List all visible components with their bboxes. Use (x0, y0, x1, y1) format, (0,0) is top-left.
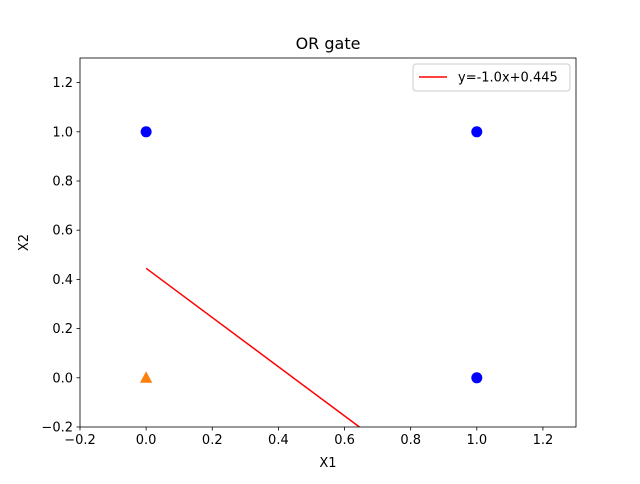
data-point-circle (471, 126, 483, 138)
data-point-circle (471, 372, 483, 384)
y-tick-label: −0.2 (41, 421, 73, 436)
x-axis-label: X1 (319, 456, 336, 471)
plot-frame (79, 57, 577, 428)
y-tick-label: 0.2 (52, 322, 73, 337)
y-tick-label: 0.4 (52, 273, 73, 288)
y-tick-label: 1.0 (52, 125, 73, 140)
legend: y=-1.0x+0.445 (412, 63, 571, 92)
data-point-triangle (139, 371, 153, 383)
ticks-layer: −0.2 0.0 0.2 0.4 0.6 0.8 1.0 1.2 −0.2 0.0 0.2 0.4 0.… (41, 76, 553, 448)
x-tick-label: 0.6 (334, 433, 355, 448)
y-axis-label: X2 (17, 234, 32, 251)
y-tick-label: 0.0 (52, 371, 73, 386)
x-tick-label: 0.2 (202, 433, 223, 448)
x-tick-label: 1.2 (533, 433, 554, 448)
data-layer (139, 126, 483, 427)
y-tick-label: 0.8 (52, 175, 73, 190)
y-tick-label: 1.2 (52, 76, 73, 91)
y-tick-label: 0.6 (52, 224, 73, 239)
x-tick-label: 0.8 (400, 433, 421, 448)
x-tick-label: 0.0 (136, 433, 157, 448)
x-tick-label: −0.2 (64, 433, 96, 448)
chart-title: OR gate (296, 34, 361, 53)
legend-label: y=-1.0x+0.445 (458, 71, 558, 86)
x-tick-label: 1.0 (466, 433, 487, 448)
x-tick-label: 0.4 (268, 433, 289, 448)
data-point-circle (140, 126, 152, 138)
decision-boundary-line (145, 267, 360, 427)
legend-box (412, 63, 571, 92)
